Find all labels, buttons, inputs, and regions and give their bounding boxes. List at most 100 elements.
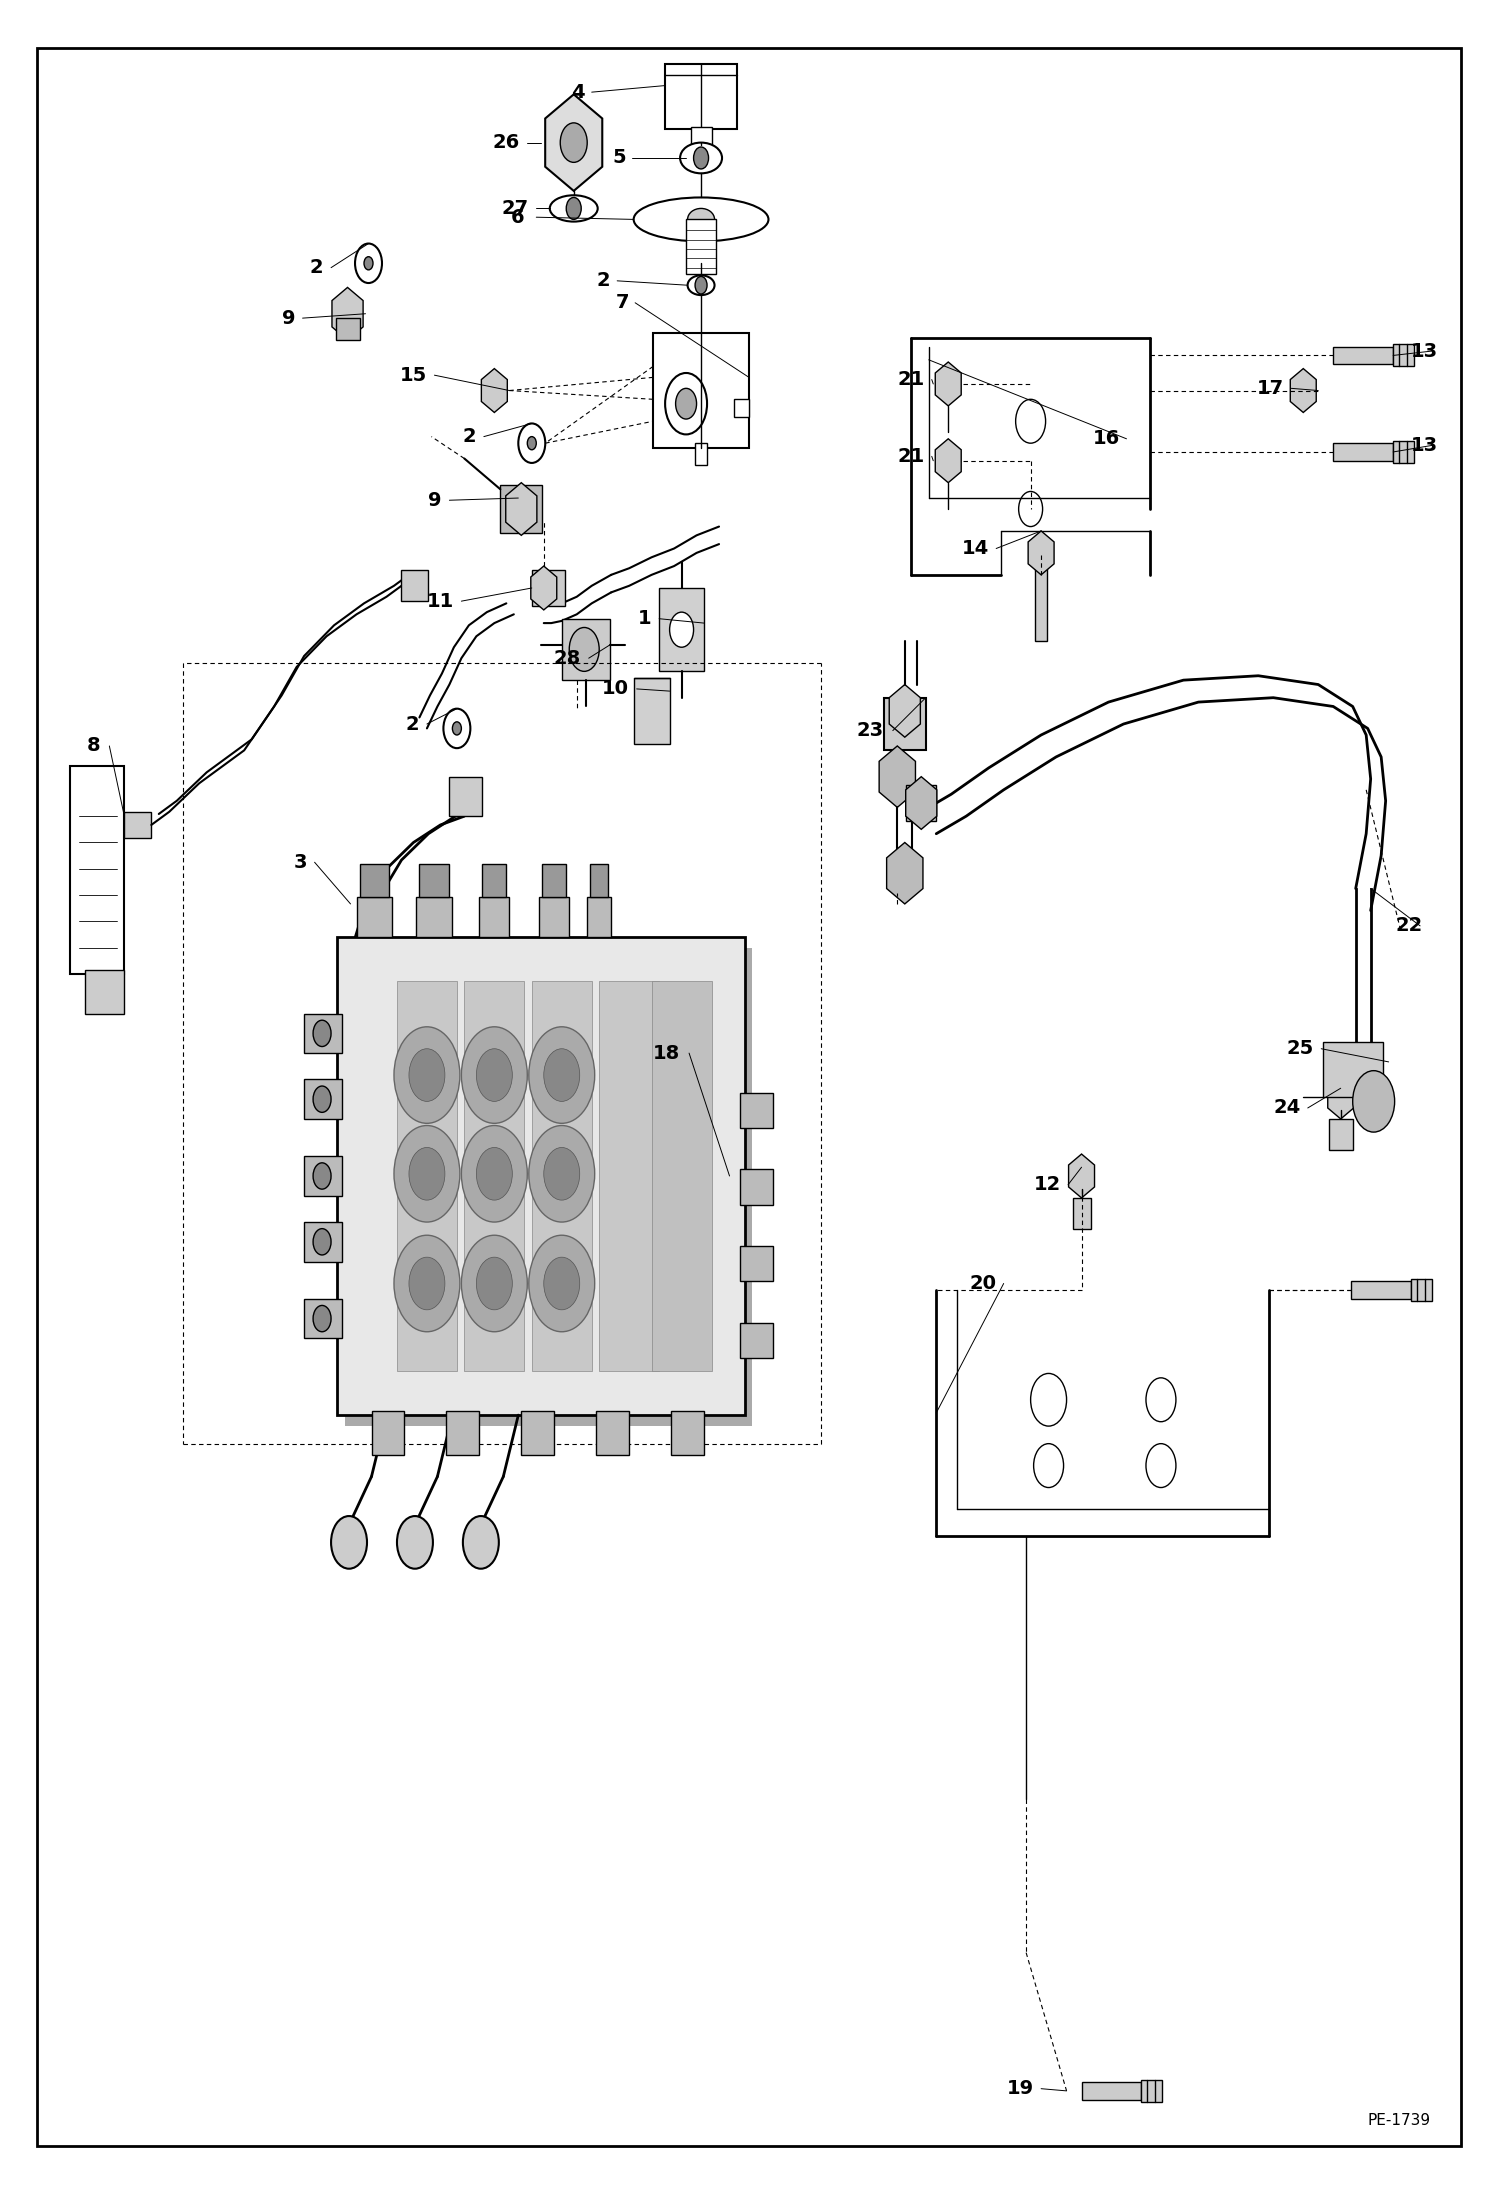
Text: 10: 10	[602, 680, 629, 698]
Bar	[590, 864, 608, 897]
Circle shape	[527, 437, 536, 450]
Text: 13: 13	[1411, 437, 1438, 454]
Polygon shape	[887, 842, 923, 904]
Bar	[1082, 2082, 1141, 2100]
Circle shape	[529, 1027, 595, 1123]
Bar	[124, 812, 151, 838]
Circle shape	[461, 1027, 527, 1123]
Polygon shape	[935, 439, 962, 483]
Circle shape	[394, 1027, 460, 1123]
Polygon shape	[1327, 1075, 1354, 1119]
Text: 9: 9	[282, 309, 295, 327]
Bar	[740, 1093, 773, 1128]
Polygon shape	[333, 287, 363, 340]
Polygon shape	[1290, 369, 1317, 412]
Bar	[372, 1411, 404, 1455]
Circle shape	[544, 1257, 580, 1310]
Bar	[1333, 347, 1393, 364]
Circle shape	[665, 373, 707, 434]
Circle shape	[476, 1257, 512, 1310]
Bar	[479, 897, 509, 937]
Bar	[686, 219, 716, 274]
Bar	[446, 1411, 479, 1455]
Bar	[85, 970, 124, 1014]
Polygon shape	[935, 362, 962, 406]
Polygon shape	[1068, 1154, 1095, 1198]
Circle shape	[313, 1229, 331, 1255]
Bar	[419, 864, 449, 897]
Text: 12: 12	[1034, 1176, 1061, 1194]
Text: 8: 8	[87, 737, 100, 755]
Circle shape	[566, 197, 581, 219]
Circle shape	[694, 147, 709, 169]
Ellipse shape	[550, 195, 598, 222]
Bar	[1323, 1042, 1383, 1097]
Circle shape	[364, 257, 373, 270]
Text: 20: 20	[969, 1275, 996, 1292]
Text: 28: 28	[554, 649, 581, 667]
Text: 22: 22	[1396, 917, 1423, 935]
Bar	[691, 127, 712, 145]
Polygon shape	[1345, 1044, 1381, 1106]
Circle shape	[569, 627, 599, 671]
Text: 13: 13	[1411, 342, 1438, 360]
Bar	[740, 1246, 773, 1281]
Circle shape	[529, 1235, 595, 1332]
Text: 25: 25	[1287, 1040, 1314, 1058]
Circle shape	[313, 1020, 331, 1047]
Bar	[1393, 441, 1414, 463]
Text: 14: 14	[962, 540, 989, 557]
Circle shape	[461, 1235, 527, 1332]
Polygon shape	[906, 777, 936, 829]
Text: PE-1739: PE-1739	[1368, 2113, 1431, 2128]
Circle shape	[452, 722, 461, 735]
Polygon shape	[890, 685, 920, 737]
Bar	[500, 485, 542, 533]
Circle shape	[463, 1516, 499, 1569]
Text: 16: 16	[1094, 430, 1121, 448]
Text: 17: 17	[1257, 380, 1284, 397]
Bar	[304, 1079, 342, 1119]
Circle shape	[409, 1257, 445, 1310]
Bar	[1393, 344, 1414, 366]
Circle shape	[355, 244, 382, 283]
Bar	[360, 864, 389, 897]
Circle shape	[518, 423, 545, 463]
Text: 1: 1	[638, 610, 652, 627]
Bar	[304, 1014, 342, 1053]
Text: 21: 21	[897, 448, 924, 465]
Circle shape	[476, 1147, 512, 1200]
Text: 4: 4	[571, 83, 584, 101]
Circle shape	[461, 1126, 527, 1222]
Bar	[1329, 1119, 1353, 1150]
Bar	[304, 1299, 342, 1338]
Polygon shape	[481, 369, 508, 412]
Bar	[653, 333, 749, 448]
Circle shape	[394, 1235, 460, 1332]
Circle shape	[394, 1126, 460, 1222]
Bar	[357, 897, 392, 937]
Circle shape	[397, 1516, 433, 1569]
Circle shape	[695, 276, 707, 294]
Bar	[695, 443, 707, 465]
Bar	[1141, 2080, 1162, 2102]
Bar	[562, 619, 610, 680]
Text: 2: 2	[406, 715, 419, 733]
Text: 2: 2	[310, 259, 324, 276]
Polygon shape	[545, 94, 602, 191]
Bar	[397, 981, 457, 1371]
Text: 2: 2	[463, 428, 476, 445]
Bar	[336, 318, 360, 340]
Bar	[532, 570, 565, 606]
Text: 19: 19	[1007, 2080, 1034, 2097]
Circle shape	[544, 1049, 580, 1101]
Bar	[599, 981, 659, 1371]
Circle shape	[313, 1305, 331, 1332]
Text: 9: 9	[428, 491, 442, 509]
Polygon shape	[464, 1141, 500, 1202]
Text: 21: 21	[897, 371, 924, 388]
Polygon shape	[506, 483, 536, 535]
Bar	[1351, 1281, 1411, 1299]
Bar	[596, 1411, 629, 1455]
Bar	[464, 981, 524, 1371]
